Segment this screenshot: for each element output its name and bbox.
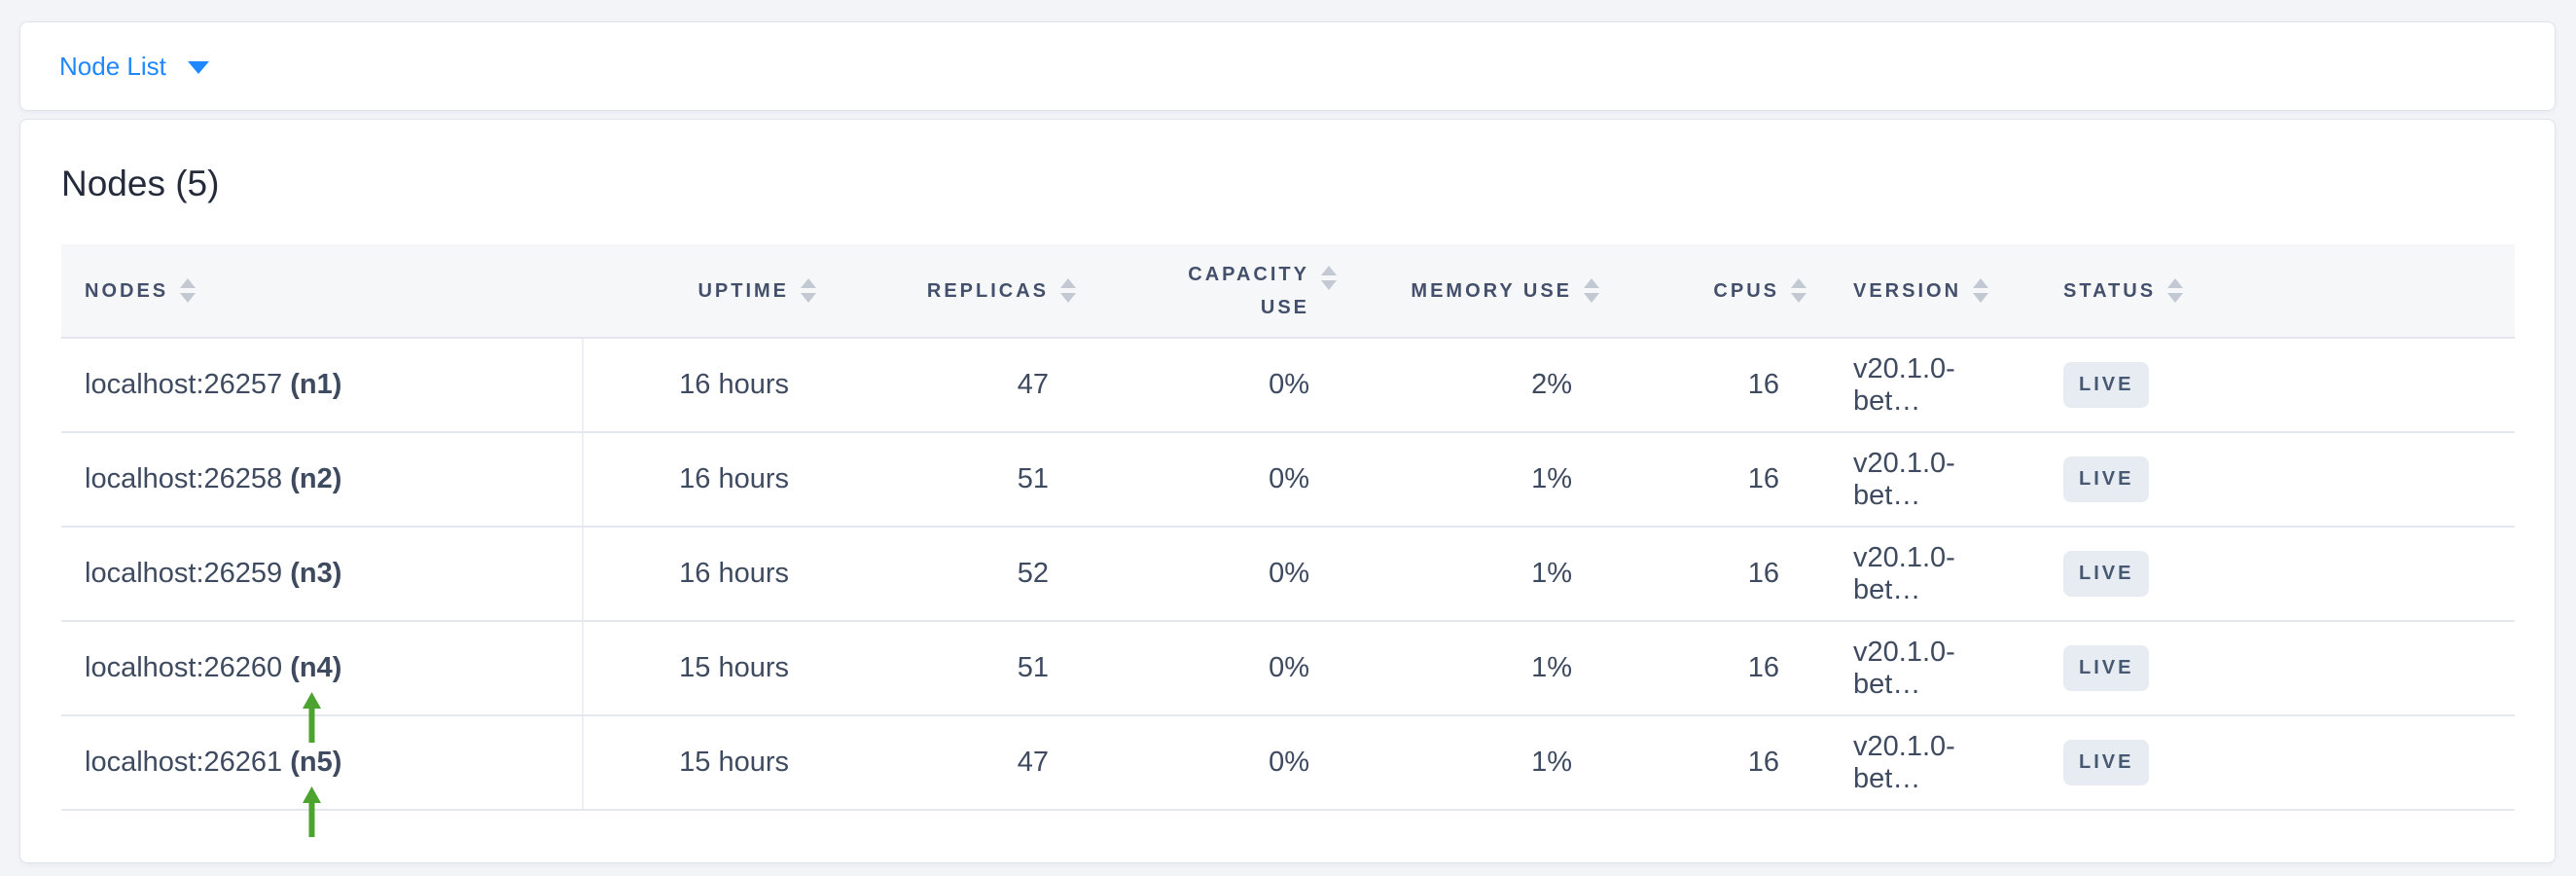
view-dropdown[interactable]: Node List (59, 52, 209, 82)
sort-icon (1060, 278, 1076, 303)
sort-icon (1791, 278, 1807, 303)
table-row: localhost:26261 (n5) 15 hours 47 0% 1% 1… (61, 715, 2515, 837)
replicas-cell: 51 (828, 432, 1088, 528)
annotation-arrow-icon (303, 786, 321, 837)
uptime-cell: 16 hours (583, 527, 828, 622)
version-cell: v20.1.0-bet… (1818, 527, 2001, 622)
capacity-use-cell: 0% (1088, 432, 1348, 528)
node-address-cell: localhost:26258 (n2) (61, 432, 584, 528)
version-cell: v20.1.0-bet… (1818, 432, 2001, 528)
status-cell: LIVE (2001, 338, 2515, 433)
node-address: localhost:26260 (85, 652, 283, 683)
capacity-use-cell: 0% (1088, 338, 1348, 433)
column-header-capacity-use[interactable]: CAPACITY USE (1088, 244, 1348, 339)
cpus-cell: 16 (1611, 432, 1818, 528)
node-id: (n5) (290, 747, 342, 778)
sort-icon (801, 278, 816, 303)
column-header-version[interactable]: VERSION (1818, 244, 2001, 339)
status-cell: LIVE (2001, 527, 2515, 622)
sort-icon (1973, 278, 1989, 303)
cpus-cell: 16 (1611, 621, 1818, 716)
sort-icon (2167, 278, 2184, 303)
column-header-uptime[interactable]: UPTIME (583, 244, 828, 339)
replicas-cell: 52 (828, 527, 1088, 622)
page-title: Nodes (5) (61, 164, 220, 203)
version-cell: v20.1.0-bet… (1818, 715, 2001, 811)
uptime-cell: 15 hours (583, 621, 828, 716)
sort-icon (180, 278, 197, 303)
table-row: localhost:26257 (n1) 16 hours 47 0% 2% 1… (61, 338, 2515, 433)
node-address-cell: localhost:26259 (n3) (61, 527, 584, 622)
status-cell: LIVE (2001, 621, 2515, 716)
node-id: (n3) (290, 558, 342, 589)
status-badge: LIVE (2063, 362, 2150, 408)
memory-use-cell: 1% (1348, 527, 1611, 622)
column-header-memory-use[interactable]: MEMORY USE (1348, 244, 1611, 339)
capacity-use-cell: 0% (1088, 527, 1348, 622)
sort-icon (1584, 278, 1599, 303)
status-cell: LIVE (2001, 715, 2515, 811)
memory-use-cell: 2% (1348, 338, 1611, 433)
memory-use-cell: 1% (1348, 715, 1611, 811)
node-address: localhost:26259 (85, 558, 283, 589)
status-badge: LIVE (2063, 551, 2150, 597)
status-badge: LIVE (2063, 740, 2150, 785)
memory-use-cell: 1% (1348, 432, 1611, 528)
table-row: localhost:26259 (n3) 16 hours 52 0% 1% 1… (61, 527, 2515, 622)
cpus-cell: 16 (1611, 715, 1818, 811)
capacity-use-cell: 0% (1088, 621, 1348, 716)
node-address: localhost:26258 (85, 463, 283, 494)
node-id: (n1) (290, 369, 342, 400)
cpus-cell: 16 (1611, 338, 1818, 433)
version-cell: v20.1.0-bet… (1818, 338, 2001, 433)
node-table-header: NODES UPTIME REPLICAS (61, 244, 2515, 339)
column-header-status[interactable]: STATUS (2001, 244, 2515, 339)
view-dropdown-label: Node List (59, 51, 166, 81)
caret-down-icon (187, 61, 209, 74)
node-address-cell: localhost:26257 (n1) (61, 338, 584, 433)
view-selector-bar: Node List (19, 21, 2556, 111)
uptime-cell: 16 hours (583, 432, 828, 528)
cpus-cell: 16 (1611, 527, 1818, 622)
node-address-cell: localhost:26260 (n4) (61, 621, 584, 743)
column-header-replicas[interactable]: REPLICAS (828, 244, 1088, 339)
nodes-panel: Nodes (5) NODES UPTIME (19, 119, 2556, 863)
status-badge: LIVE (2063, 456, 2150, 502)
node-address: localhost:26257 (85, 369, 283, 400)
capacity-use-cell: 0% (1088, 715, 1348, 811)
table-row: localhost:26260 (n4) 15 hours 51 0% 1% 1… (61, 621, 2515, 743)
node-table: NODES UPTIME REPLICAS (61, 244, 2515, 837)
node-address: localhost:26261 (85, 747, 283, 778)
uptime-cell: 16 hours (583, 338, 828, 433)
uptime-cell: 15 hours (583, 715, 828, 811)
column-header-nodes[interactable]: NODES (61, 244, 583, 339)
node-id: (n4) (290, 652, 342, 683)
replicas-cell: 47 (828, 715, 1088, 811)
sort-icon (1321, 265, 1337, 290)
node-table-body: localhost:26257 (n1) 16 hours 47 0% 2% 1… (61, 338, 2515, 837)
status-badge: LIVE (2063, 645, 2150, 691)
memory-use-cell: 1% (1348, 621, 1611, 716)
replicas-cell: 47 (828, 338, 1088, 433)
replicas-cell: 51 (828, 621, 1088, 716)
version-cell: v20.1.0-bet… (1818, 621, 2001, 716)
column-header-cpus[interactable]: CPUS (1611, 244, 1818, 339)
status-cell: LIVE (2001, 432, 2515, 528)
node-id: (n2) (290, 463, 342, 494)
table-row: localhost:26258 (n2) 16 hours 51 0% 1% 1… (61, 432, 2515, 528)
node-address-cell: localhost:26261 (n5) (61, 715, 584, 837)
